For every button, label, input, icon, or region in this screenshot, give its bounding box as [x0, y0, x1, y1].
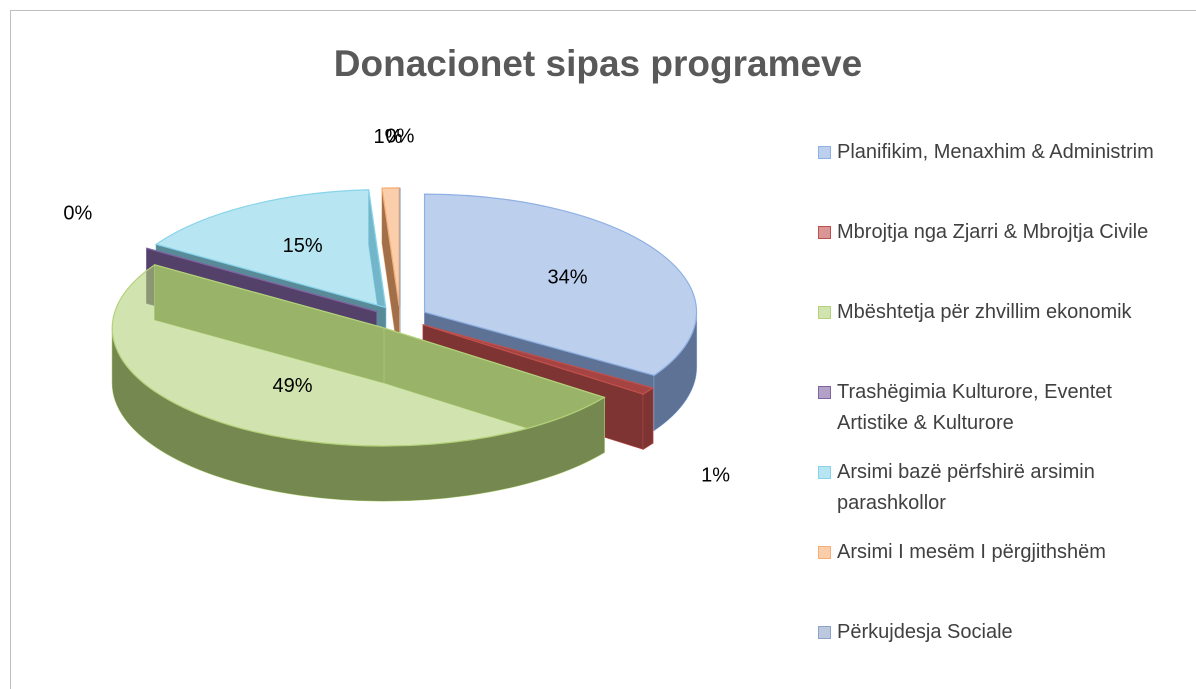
legend-label: Trashëgimia Kulturore, Eventet Artistike… — [837, 381, 1112, 434]
data-label: 15% — [283, 235, 323, 257]
pie-side-shade — [643, 388, 653, 450]
data-label: 34% — [548, 266, 588, 288]
pie-side-shade — [654, 312, 697, 431]
legend-swatch — [818, 146, 831, 159]
legend-label: Planifikim, Menaxhim & Administrim — [837, 141, 1154, 163]
pie-slice — [381, 187, 400, 306]
legend-swatch — [818, 226, 831, 239]
pie-slice — [111, 264, 606, 447]
legend-item: Mbështetja për zhvillim ekonomik — [818, 297, 1178, 328]
legend-item: Arsimi I mesëm I përgjithshëm — [818, 537, 1178, 568]
legend-label: Arsimi I mesëm I përgjithshëm — [837, 541, 1106, 563]
data-label: 0% — [63, 203, 92, 225]
legend-label: Përkujdesja Sociale — [837, 621, 1013, 643]
legend-swatch — [818, 466, 831, 479]
legend-item: Mbrojtja nga Zjarri & Mbrojtja Civile — [818, 217, 1178, 248]
legend-item: Arsimi bazë përfshirë arsimin parashkoll… — [818, 457, 1178, 519]
legend-swatch — [818, 546, 831, 559]
legend-item: Trashëgimia Kulturore, Eventet Artistike… — [818, 377, 1178, 439]
legend-label: Mbështetja për zhvillim ekonomik — [837, 301, 1132, 323]
legend-swatch — [818, 626, 831, 639]
pie-side-shade — [112, 328, 605, 502]
pie-slice — [422, 324, 655, 395]
pie-slice — [146, 247, 377, 313]
legend-swatch — [818, 306, 831, 319]
data-label: 1% — [374, 126, 403, 148]
legend-label: Mbrojtja nga Zjarri & Mbrojtja Civile — [837, 221, 1149, 243]
legend-swatch — [818, 386, 831, 399]
chart-border — [10, 10, 1196, 689]
legend-item: Përkujdesja Sociale — [818, 617, 1178, 648]
pie-side-shade — [382, 188, 400, 361]
data-label: 0% — [386, 126, 415, 148]
legend-item: Planifikim, Menaxhim & Administrim — [818, 137, 1178, 168]
pie-slice — [154, 189, 387, 309]
data-label: 49% — [273, 375, 313, 397]
chart-title: Donacionet sipas programeve — [334, 43, 862, 84]
pie-slice — [423, 193, 698, 377]
legend-label: Arsimi bazë përfshirë arsimin parashkoll… — [837, 461, 1095, 514]
data-label: 1% — [701, 464, 730, 486]
